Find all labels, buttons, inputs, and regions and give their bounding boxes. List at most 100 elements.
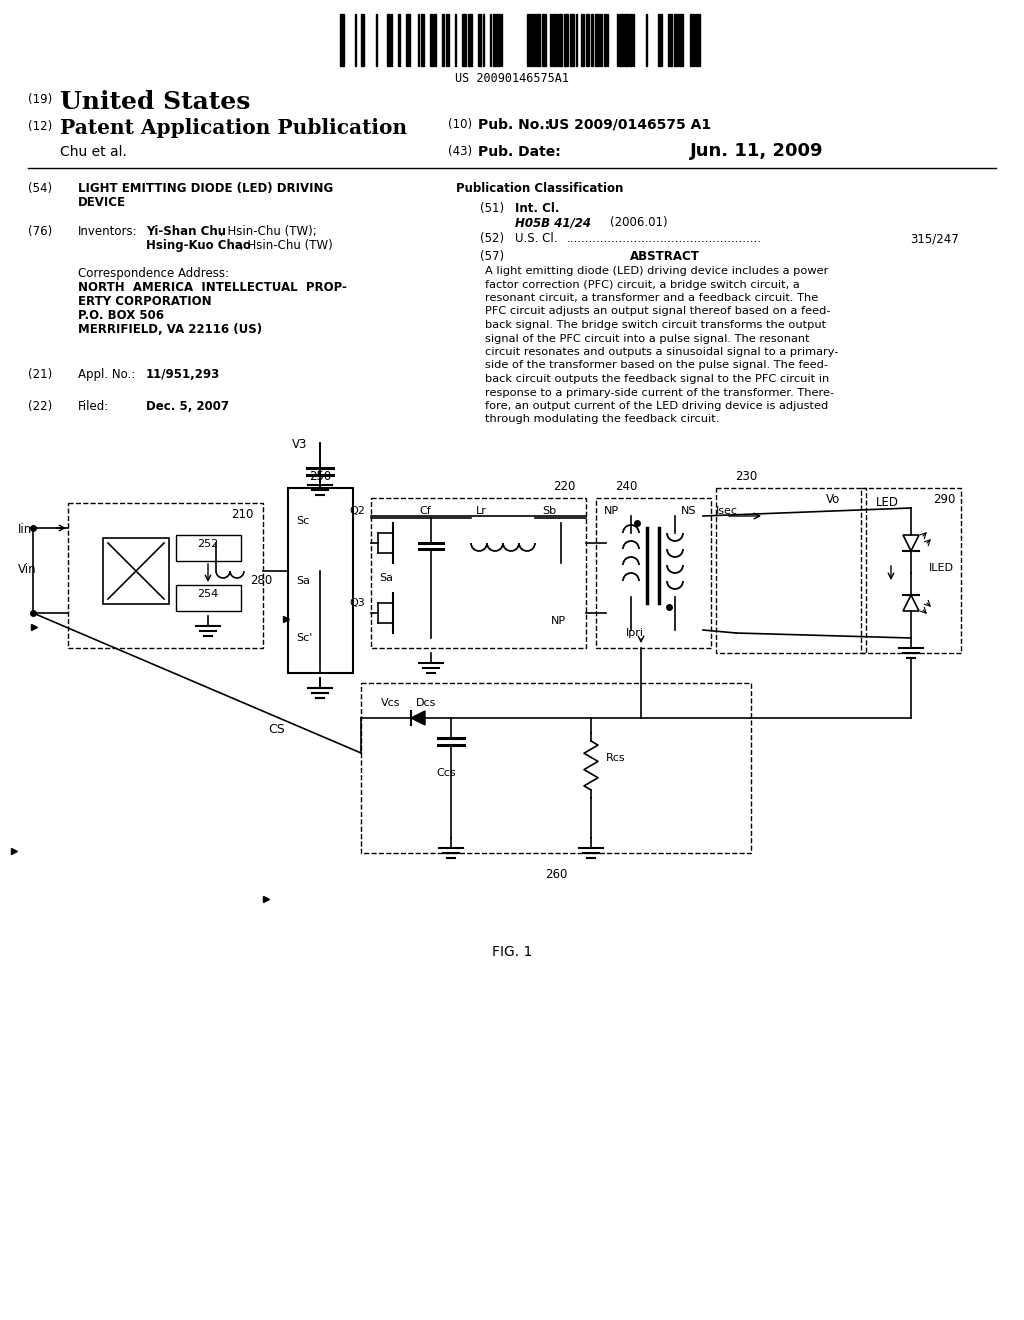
Text: US 20090146575A1: US 20090146575A1	[455, 73, 569, 84]
Bar	[542, 15, 546, 66]
Polygon shape	[411, 711, 425, 725]
Text: ILED: ILED	[929, 564, 954, 573]
Text: (22): (22)	[28, 400, 52, 413]
Text: DEVICE: DEVICE	[78, 195, 126, 209]
Text: signal of the PFC circuit into a pulse signal. The resonant: signal of the PFC circuit into a pulse s…	[485, 334, 810, 343]
Bar	[442, 15, 444, 66]
Bar	[553, 15, 557, 66]
Bar	[371, 498, 586, 648]
Bar	[478, 15, 481, 66]
Text: 290: 290	[934, 492, 956, 506]
Text: Dec. 5, 2007: Dec. 5, 2007	[146, 400, 229, 413]
Bar	[462, 15, 466, 66]
Bar	[604, 15, 606, 66]
Text: P.O. BOX 506: P.O. BOX 506	[78, 309, 164, 322]
Text: (57): (57)	[480, 249, 504, 263]
Bar	[550, 15, 552, 66]
Bar	[176, 535, 241, 561]
Bar	[690, 15, 694, 66]
Text: Q2: Q2	[349, 506, 365, 516]
Text: , Hsin-Chu (TW);: , Hsin-Chu (TW);	[220, 224, 316, 238]
Text: Sb: Sb	[542, 506, 556, 516]
Bar	[430, 15, 433, 66]
Bar	[595, 15, 599, 66]
Text: resonant circuit, a transformer and a feedback circuit. The: resonant circuit, a transformer and a fe…	[485, 293, 818, 304]
Bar	[434, 15, 436, 66]
Text: side of the transformer based on the pulse signal. The feed-: side of the transformer based on the pul…	[485, 360, 828, 371]
Text: ABSTRACT: ABSTRACT	[630, 249, 700, 263]
Text: Isec: Isec	[716, 506, 738, 516]
Text: Yi-Shan Chu: Yi-Shan Chu	[146, 224, 226, 238]
Bar	[536, 15, 540, 66]
Text: 280: 280	[250, 573, 272, 586]
Text: Ipri: Ipri	[626, 628, 644, 638]
Bar	[679, 15, 683, 66]
Text: (76): (76)	[28, 224, 52, 238]
Bar	[103, 539, 169, 605]
Text: CS: CS	[268, 723, 285, 737]
Bar	[564, 15, 568, 66]
Text: 250: 250	[309, 470, 331, 483]
Text: Sc': Sc'	[296, 634, 312, 643]
Text: back signal. The bridge switch circuit transforms the output: back signal. The bridge switch circuit t…	[485, 319, 826, 330]
Text: ....................................................: ........................................…	[567, 232, 762, 246]
Text: Filed:: Filed:	[78, 400, 110, 413]
Text: Q3: Q3	[349, 598, 365, 609]
Text: Appl. No.:: Appl. No.:	[78, 368, 135, 381]
Text: Inventors:: Inventors:	[78, 224, 137, 238]
Text: Sa: Sa	[379, 573, 393, 583]
Bar	[570, 15, 574, 66]
Text: 240: 240	[614, 480, 637, 492]
Text: Iin: Iin	[18, 523, 32, 536]
Text: Lr: Lr	[475, 506, 486, 516]
Text: NP: NP	[604, 506, 620, 516]
Text: (12): (12)	[28, 120, 52, 133]
Text: 11/951,293: 11/951,293	[146, 368, 220, 381]
Text: (51): (51)	[480, 202, 504, 215]
Bar	[361, 682, 751, 853]
Bar	[600, 15, 602, 66]
Bar	[530, 15, 532, 66]
Text: (19): (19)	[28, 92, 52, 106]
Text: LIGHT EMITTING DIODE (LED) DRIVING: LIGHT EMITTING DIODE (LED) DRIVING	[78, 182, 333, 195]
Bar	[716, 488, 866, 653]
Text: FIG. 1: FIG. 1	[492, 945, 532, 960]
Text: NORTH  AMERICA  INTELLECTUAL  PROP-: NORTH AMERICA INTELLECTUAL PROP-	[78, 281, 347, 294]
Text: (10): (10)	[449, 117, 472, 131]
Text: circuit resonates and outputs a sinusoidal signal to a primary-: circuit resonates and outputs a sinusoid…	[485, 347, 839, 356]
Text: (21): (21)	[28, 368, 52, 381]
Text: 252: 252	[198, 539, 219, 549]
Text: ERTY CORPORATION: ERTY CORPORATION	[78, 294, 212, 308]
Text: Int. Cl.: Int. Cl.	[515, 202, 559, 215]
Bar	[629, 15, 632, 66]
Text: Chu et al.: Chu et al.	[60, 145, 127, 158]
Bar	[493, 15, 496, 66]
Text: Cf: Cf	[419, 506, 431, 516]
Text: 260: 260	[545, 869, 567, 880]
Text: Patent Application Publication: Patent Application Publication	[60, 117, 408, 139]
Text: PFC circuit adjusts an output signal thereof based on a feed-: PFC circuit adjusts an output signal the…	[485, 306, 830, 317]
Bar	[406, 15, 410, 66]
Text: (2006.01): (2006.01)	[610, 216, 668, 228]
Bar	[618, 15, 623, 66]
Text: Pub. No.:: Pub. No.:	[478, 117, 550, 132]
Text: LED: LED	[876, 496, 899, 510]
Bar	[624, 15, 628, 66]
Bar	[468, 15, 472, 66]
Bar	[596, 498, 711, 648]
Text: Rcs: Rcs	[606, 752, 626, 763]
Text: factor correction (PFC) circuit, a bridge switch circuit, a: factor correction (PFC) circuit, a bridg…	[485, 280, 800, 289]
Bar	[387, 15, 390, 66]
Text: NS: NS	[681, 506, 696, 516]
Text: (43): (43)	[449, 145, 472, 158]
Text: V3: V3	[292, 438, 307, 451]
Bar	[658, 15, 662, 66]
Text: fore, an output current of the LED driving device is adjusted: fore, an output current of the LED drivi…	[485, 401, 828, 411]
Bar	[176, 585, 241, 611]
Text: United States: United States	[60, 90, 251, 114]
Text: Sa: Sa	[296, 576, 310, 586]
Text: (54): (54)	[28, 182, 52, 195]
Text: (52): (52)	[480, 232, 504, 246]
Text: Vcs: Vcs	[381, 698, 400, 708]
Text: through modulating the feedback circuit.: through modulating the feedback circuit.	[485, 414, 720, 425]
